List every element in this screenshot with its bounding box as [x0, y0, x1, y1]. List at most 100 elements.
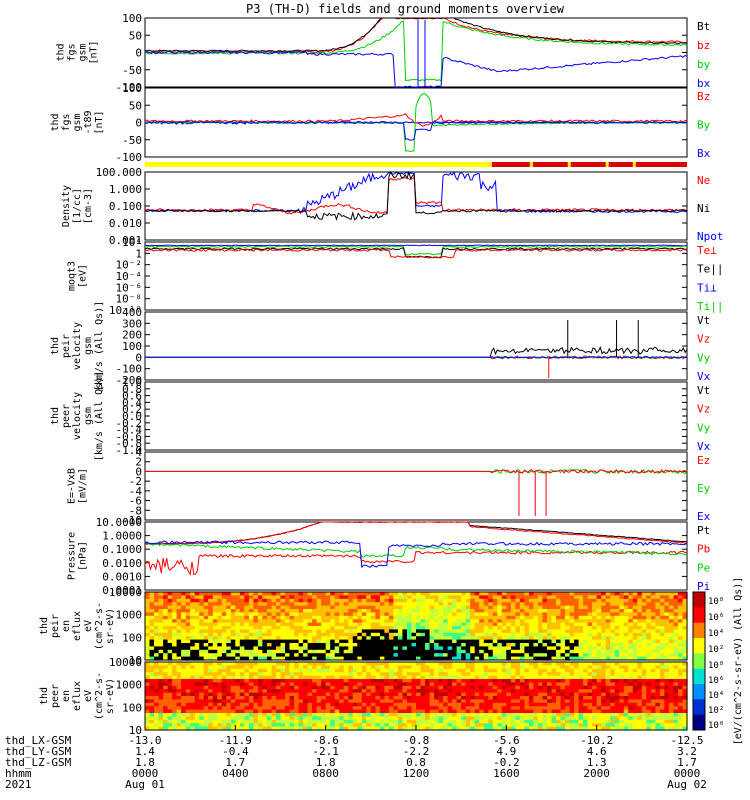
heatmap-cell [614, 643, 620, 647]
heatmap-cell [181, 685, 187, 690]
heatmap-cell [556, 713, 562, 717]
heatmap-cell [321, 649, 327, 654]
heatmap-cell [619, 626, 625, 630]
heatmap-cell [384, 605, 390, 610]
heatmap-cell [190, 716, 196, 721]
heatmap-cell [167, 626, 173, 630]
heatmap-cell [212, 632, 218, 637]
heatmap-cell [452, 679, 458, 683]
heatmap-cell [542, 656, 548, 661]
heatmap-cell [578, 632, 584, 637]
heatmap-cell [560, 699, 566, 704]
heatmap-cell [271, 649, 277, 654]
heatmap-cell [235, 615, 241, 620]
heatmap-cell [190, 609, 196, 613]
heatmap-cell [574, 615, 580, 620]
heatmap-cell [298, 646, 304, 651]
heatmap-cell [397, 726, 403, 731]
heatmap-cell [397, 723, 403, 728]
heatmap-cell [321, 598, 327, 603]
heatmap-cell [248, 636, 254, 641]
heatmap-cell [393, 656, 399, 661]
heatmap-cell [257, 612, 263, 617]
heatmap-cell [172, 653, 178, 658]
heatmap-cell [578, 685, 584, 690]
heatmap-cell [483, 689, 489, 694]
heatmap-cell [515, 653, 521, 658]
heatmap-cell [488, 679, 494, 683]
heatmap-cell [384, 639, 390, 644]
heatmap-cell [583, 685, 589, 690]
heatmap-cell [628, 713, 634, 717]
heatmap-cell [556, 626, 562, 630]
heatmap-cell [519, 605, 525, 610]
heatmap-cell [303, 706, 309, 711]
heatmap-cell [298, 643, 304, 647]
heatmap-cell [578, 713, 584, 717]
heatmap-cell [257, 675, 263, 680]
heatmap-cell [605, 609, 611, 613]
heatmap-cell [510, 653, 516, 658]
heatmap-cell [217, 689, 223, 694]
heatmap-cell [312, 685, 318, 690]
heatmap-cell [655, 682, 661, 687]
heatmap-cell [452, 622, 458, 627]
heatmap-cell [370, 719, 376, 724]
heatmap-cell [506, 612, 512, 617]
heatmap-cell [393, 649, 399, 654]
heatmap-cell [280, 689, 286, 694]
heatmap-cell [194, 719, 200, 724]
heatmap-cell [145, 619, 151, 624]
heatmap-cell [226, 675, 232, 680]
heatmap-cell [646, 723, 652, 728]
heatmap-cell [497, 723, 503, 728]
heatmap-cell [262, 629, 268, 634]
heatmap-cell [547, 598, 553, 603]
heatmap-cell [316, 662, 322, 666]
heatmap-cell [343, 689, 349, 694]
heatmap-cell [289, 706, 295, 711]
heatmap-cell [583, 706, 589, 711]
heatmap-cell [632, 682, 638, 687]
heatmap-cell [574, 679, 580, 683]
heatmap-cell [172, 662, 178, 666]
heatmap-cell [312, 675, 318, 680]
heatmap-cell [524, 672, 530, 677]
heatmap-cell [325, 598, 331, 603]
heatmap-cell [303, 672, 309, 677]
heatmap-cell [402, 672, 408, 677]
heatmap-cell [678, 643, 684, 647]
heatmap-cell [330, 598, 336, 603]
heatmap-cell [375, 668, 381, 673]
heatmap-cell [551, 699, 557, 704]
heatmap-cell [303, 636, 309, 641]
heatmap-cell [470, 675, 476, 680]
heatmap-cell [221, 675, 227, 680]
heatmap-cell [325, 713, 331, 717]
heatmap-cell [610, 702, 616, 707]
heatmap-cell [443, 639, 449, 644]
heatmap-cell [348, 615, 354, 620]
heatmap-cell [321, 726, 327, 731]
heatmap-cell [203, 706, 209, 711]
heatmap-cell [285, 709, 291, 714]
heatmap-cell [375, 665, 381, 670]
heatmap-cell [528, 702, 534, 707]
heatmap-cell [352, 679, 358, 683]
heatmap-cell [556, 672, 562, 677]
heatmap-cell [542, 719, 548, 724]
heatmap-cell [230, 692, 236, 697]
heatmap-cell [461, 592, 467, 596]
heatmap-cell [673, 653, 679, 658]
heatmap-cell [646, 598, 652, 603]
heatmap-cell [361, 619, 367, 624]
heatmap-cell [271, 709, 277, 714]
heatmap-cell [285, 605, 291, 610]
heatmap-cell [483, 699, 489, 704]
heatmap-cell [361, 685, 367, 690]
heatmap-cell [528, 605, 534, 610]
heatmap-cell [199, 612, 205, 617]
heatmap-cell [370, 662, 376, 666]
heatmap-cell [628, 626, 634, 630]
heatmap-cell [167, 726, 173, 731]
